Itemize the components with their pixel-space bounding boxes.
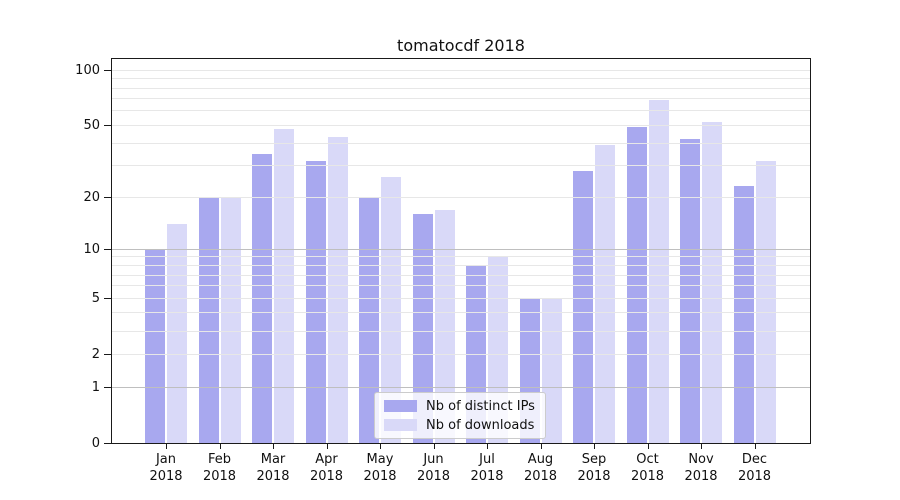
gridline [112, 142, 810, 144]
bar-downloads-feb [220, 197, 241, 443]
gridline [112, 274, 810, 276]
gridline [112, 124, 810, 126]
x-axis-tick [754, 443, 756, 449]
y-axis-tick-label: 2 [91, 346, 100, 362]
x-axis-tick [219, 443, 221, 449]
x-axis-tick [433, 443, 435, 449]
bar-downloads-dec [755, 160, 776, 443]
bar-downloads-oct [648, 99, 669, 443]
x-axis-tick [540, 443, 542, 449]
y-axis-tick-label: 50 [83, 117, 100, 133]
bar-distinct-ips-apr [305, 160, 326, 443]
y-axis-tick [104, 442, 111, 444]
y-axis-tick [104, 248, 111, 250]
x-axis-tick-label: Jul 2018 [470, 452, 504, 484]
bar-downloads-sep [595, 145, 615, 443]
x-axis-tick-label: Sep 2018 [577, 452, 611, 484]
gridline [112, 165, 810, 167]
x-axis-tick-label: Nov 2018 [684, 452, 718, 484]
gridline [112, 87, 810, 89]
x-axis-tick-label: May 2018 [363, 452, 397, 484]
y-axis-tick-label: 1 [91, 379, 100, 395]
y-axis-tick-label: 0 [91, 435, 100, 451]
y-axis-tick [104, 196, 111, 198]
x-axis-tick [326, 443, 328, 449]
bar-distinct-ips-jan [145, 249, 165, 443]
gridline [112, 69, 810, 71]
x-axis-tick-label: Jun 2018 [416, 452, 451, 484]
legend-item-downloads: Nb of downloads [384, 417, 536, 433]
y-axis-tick [104, 386, 111, 388]
gridline [112, 353, 810, 355]
bar-downloads-jun [434, 209, 455, 443]
y-axis-tick-label: 10 [83, 241, 100, 257]
y-axis-tick [104, 69, 111, 71]
y-axis-tick [104, 124, 111, 126]
gridline [112, 330, 810, 332]
y-axis-tick [104, 297, 111, 299]
x-axis-tick-label: Jan 2018 [149, 452, 183, 484]
chart-title: tomatocdf 2018 [397, 36, 525, 55]
gridline [112, 297, 810, 299]
bar-downloads-nov [702, 122, 722, 443]
bar-distinct-ips-dec [733, 186, 754, 443]
gridline [112, 256, 810, 258]
x-axis-tick [166, 443, 167, 449]
bar-distinct-ips-sep [573, 170, 593, 443]
bar-downloads-apr [327, 137, 348, 443]
gridline [112, 248, 810, 250]
x-axis-tick-label: Mar 2018 [256, 452, 290, 484]
y-axis-tick-label: 100 [75, 62, 100, 78]
gridline [112, 78, 810, 80]
legend-label-downloads: Nb of downloads [426, 417, 535, 433]
legend-label-distinct-ips: Nb of distinct IPs [426, 398, 535, 414]
x-axis-tick-label: Feb 2018 [202, 452, 237, 484]
plot-area: 0 1 2 5 10 20 50 100 Jan 2018 Feb 2018 Mar 2018 Apr… [75, 58, 811, 484]
x-axis-tick [380, 443, 381, 449]
x-axis-tick-label: Apr 2018 [309, 452, 344, 484]
x-axis-tick-label: Dec 2018 [737, 452, 772, 484]
bar-distinct-ips-oct [626, 126, 647, 443]
y-axis-tick-label: 5 [91, 290, 100, 306]
x-axis-tick-label: Aug 2018 [523, 452, 558, 484]
legend-swatch-distinct-ips [384, 400, 417, 412]
bar-downloads-aug [541, 298, 562, 443]
x-axis-tick [701, 443, 702, 449]
x-axis-tick [487, 443, 488, 449]
legend-item-distinct-ips: Nb of distinct IPs [384, 398, 536, 414]
legend-swatch-downloads [384, 419, 417, 431]
gridline [112, 312, 810, 314]
x-axis-tick [647, 443, 649, 449]
bar-distinct-ips-nov [680, 139, 700, 443]
bar-distinct-ips-may [359, 197, 379, 443]
gridline [112, 386, 810, 388]
legend: Nb of distinct IPs Nb of downloads [374, 392, 546, 439]
y-axis-tick-label: 20 [83, 189, 100, 205]
bar-downloads-may [381, 176, 401, 443]
y-axis-tick [104, 353, 111, 355]
gridline [112, 110, 810, 112]
bar-distinct-ips-feb [198, 197, 219, 443]
bar-downloads-jan [167, 224, 187, 443]
gridline [112, 285, 810, 287]
x-axis-tick-label: Oct 2018 [630, 452, 665, 484]
gridline [112, 98, 810, 100]
x-axis-tick [594, 443, 595, 449]
gridline [112, 196, 810, 198]
bar-distinct-ips-jun [412, 214, 433, 443]
gridline [112, 265, 810, 266]
x-axis-tick [273, 443, 274, 449]
